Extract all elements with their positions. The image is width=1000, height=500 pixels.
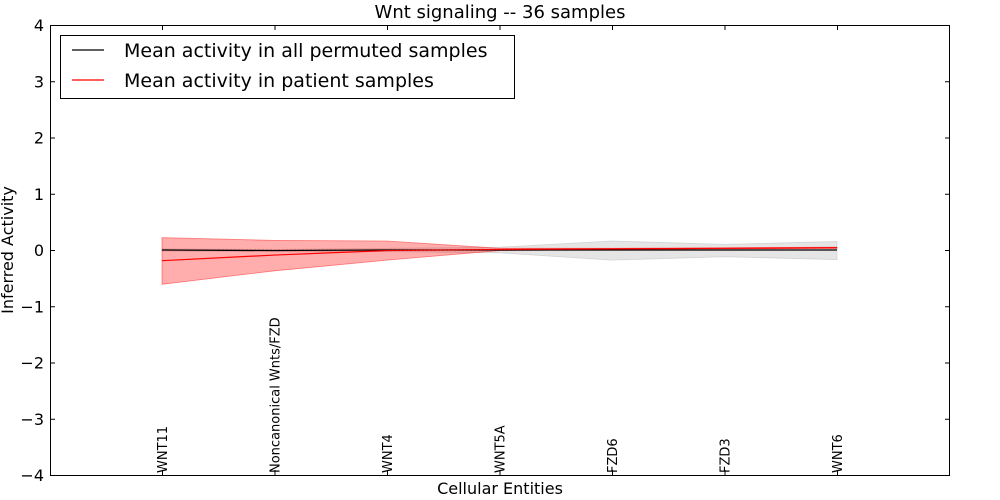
y-axis-label: Inferred Activity <box>0 186 17 314</box>
line-mean-activity-in-patient-samples <box>161 247 838 262</box>
x-axis-label: Cellular Entities <box>437 479 563 498</box>
y-tick-label: 1 <box>34 185 44 204</box>
x-tick-label-noncanonical-wnts-fzd: Noncanonical Wnts/FZD <box>269 317 284 473</box>
y-axis-ticks: −4 −3 −2 −1 0 1 2 3 4 <box>20 16 950 485</box>
legend-label-patient: Mean activity in patient samples <box>124 70 434 92</box>
y-tick-label: 0 <box>34 241 44 260</box>
series-lines <box>161 247 838 262</box>
y-tick-label: −1 <box>20 297 44 316</box>
x-tick-label-fzd6: FZD6 <box>606 438 621 473</box>
x-axis-ticks: WNT11 Noncanonical Wnts/FZD WNT4 WNT5A FZD6 F… <box>156 25 846 475</box>
legend: Mean activity in all permuted samples Me… <box>60 35 515 99</box>
plot-frame <box>50 25 950 476</box>
y-tick-label: 2 <box>34 129 44 148</box>
x-tick-label-wnt4: WNT4 <box>381 434 396 473</box>
x-tick-label-wnt11: WNT11 <box>156 426 171 473</box>
chart-title: Wnt signaling -- 36 samples <box>375 2 626 23</box>
y-tick-label: −3 <box>20 410 44 429</box>
legend-box <box>60 35 515 99</box>
legend-label-permuted: Mean activity in all permuted samples <box>124 40 487 62</box>
x-tick-label-fzd3: FZD3 <box>719 438 734 473</box>
x-tick-label-wnt6: WNT6 <box>831 434 846 473</box>
y-tick-label: −4 <box>20 466 44 485</box>
x-tick-label-wnt5a: WNT5A <box>494 425 509 473</box>
y-tick-label: 4 <box>34 16 44 35</box>
y-tick-label: −2 <box>20 354 44 373</box>
y-tick-label: 3 <box>34 72 44 91</box>
